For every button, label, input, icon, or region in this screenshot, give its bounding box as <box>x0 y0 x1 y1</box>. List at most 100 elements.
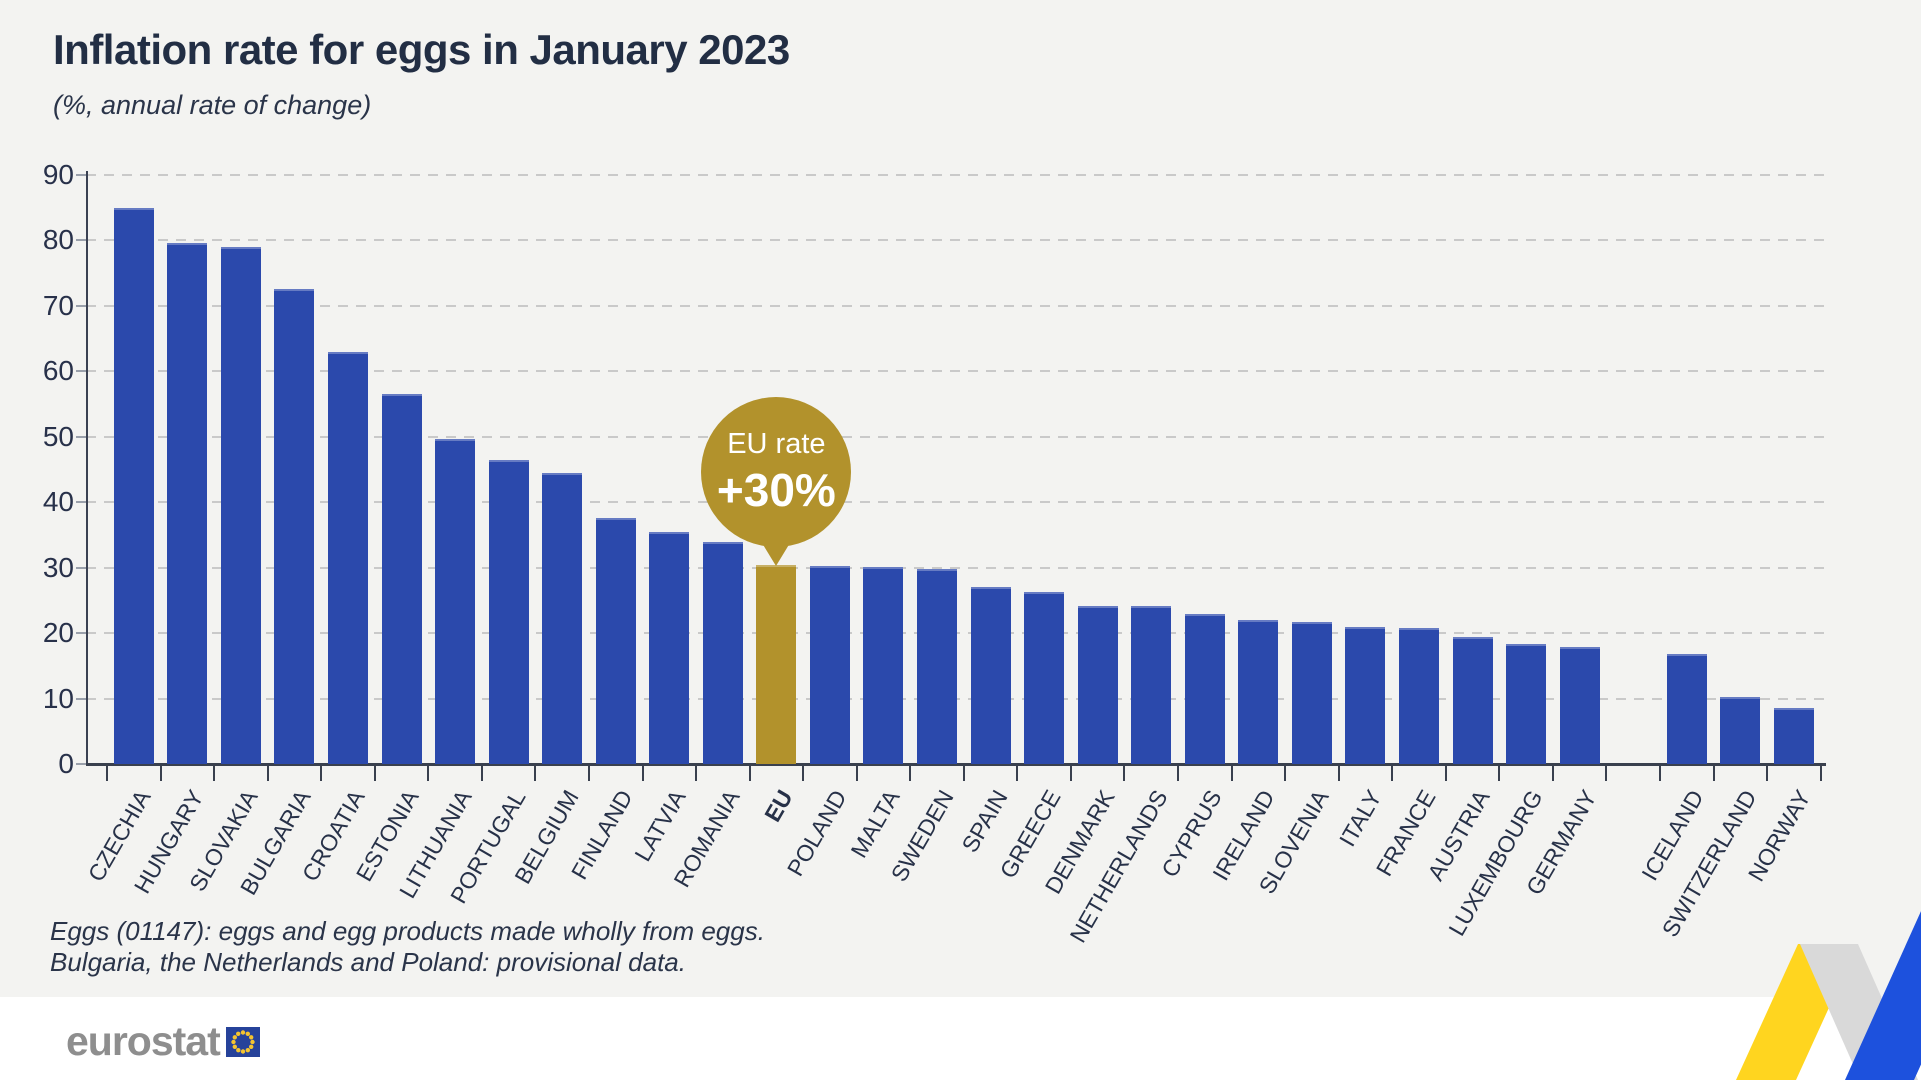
y-axis-label-30: 30 <box>42 551 74 583</box>
x-axis-tick-23 <box>1337 766 1340 781</box>
bar-luxembourg <box>1506 644 1547 764</box>
bar-austria <box>1452 637 1493 764</box>
gridline-40 <box>86 501 1826 504</box>
gridline-60 <box>86 370 1826 373</box>
bar-estonia <box>381 393 422 764</box>
footer-strip <box>0 997 1921 1080</box>
bar-latvia <box>649 531 690 764</box>
x-axis-tick-6 <box>427 766 430 781</box>
eu-rate-callout-pointer <box>759 538 794 567</box>
y-axis-label-90: 90 <box>42 159 74 190</box>
eu-rate-callout: EU rate +30% <box>701 397 852 548</box>
x-axis-tick-24 <box>1391 766 1394 781</box>
y-axis-line <box>86 171 88 764</box>
x-axis-tick-20 <box>1177 766 1179 781</box>
y-axis-tick-10 <box>76 697 86 700</box>
x-axis-label-germany: GERMANY <box>1520 785 1602 900</box>
bar-ireland <box>1238 620 1279 764</box>
x-axis-tick-4 <box>320 766 323 781</box>
y-axis-tick-0 <box>76 763 86 765</box>
x-axis-label-italy: ITALY <box>1334 785 1388 851</box>
bar-germany <box>1559 646 1600 764</box>
x-axis-tick-31 <box>1766 766 1769 781</box>
eu-flag-icon <box>225 1026 260 1057</box>
x-axis-tick-5 <box>373 766 376 781</box>
y-axis-label-0: 0 <box>58 748 74 779</box>
x-axis-tick-26 <box>1498 766 1501 781</box>
bar-greece <box>1024 591 1065 764</box>
x-axis-tick-22 <box>1284 766 1287 781</box>
gridline-50 <box>86 435 1826 438</box>
y-axis-tick-20 <box>76 632 86 635</box>
y-axis-label-20: 20 <box>42 617 74 649</box>
bar-italy <box>1345 627 1386 764</box>
gridline-80 <box>86 239 1826 242</box>
y-axis-tick-80 <box>76 239 86 242</box>
x-axis-tick-27 <box>1551 766 1554 781</box>
y-axis-label-80: 80 <box>42 224 74 256</box>
bar-lithuania <box>435 439 476 764</box>
x-axis-tick-15 <box>909 766 912 781</box>
bar-sweden <box>917 568 958 764</box>
y-axis-tick-30 <box>76 566 86 569</box>
eurostat-logo-text: eurostat <box>66 1018 221 1064</box>
y-axis-label-60: 60 <box>42 355 74 387</box>
bar-denmark <box>1077 605 1118 764</box>
bar-switzerland <box>1720 697 1761 764</box>
x-axis-tick-9 <box>587 766 590 781</box>
x-axis-tick-7 <box>480 766 483 781</box>
footnote-line-2: Bulgaria, the Netherlands and Poland: pr… <box>50 947 686 977</box>
x-axis-tick-30 <box>1712 766 1715 781</box>
x-axis-tick-28 <box>1605 766 1608 781</box>
x-axis-tick-17 <box>1016 766 1019 781</box>
y-axis-label-10: 10 <box>42 682 74 714</box>
y-axis-tick-50 <box>76 435 86 438</box>
y-axis-tick-60 <box>76 370 86 373</box>
eu-rate-callout-value: +30% <box>716 463 836 516</box>
bar-malta <box>863 567 904 764</box>
eu-rate-callout-label: EU rate <box>727 427 826 460</box>
y-axis-tick-70 <box>76 304 86 307</box>
x-axis-tick-10 <box>641 766 644 781</box>
x-axis-tick-1 <box>159 766 162 781</box>
eurostat-logo: eurostat <box>66 1018 260 1065</box>
bar-france <box>1398 627 1439 764</box>
bar-portugal <box>488 460 529 764</box>
bar-slovakia <box>220 246 261 764</box>
x-axis-tick-16 <box>962 766 965 781</box>
gridline-70 <box>86 304 1826 307</box>
bar-norway <box>1773 707 1814 764</box>
x-axis-tick-19 <box>1123 766 1126 781</box>
bar-hungary <box>167 243 208 764</box>
x-axis-tick-3 <box>266 766 269 781</box>
x-axis-line <box>86 763 1826 766</box>
bar-netherlands <box>1131 606 1172 764</box>
bar-cyprus <box>1184 614 1225 764</box>
x-axis-tick-13 <box>802 766 805 781</box>
x-axis-label-norway: NORWAY <box>1742 785 1816 886</box>
footnotes: Eggs (01147): eggs and egg products made… <box>50 916 765 978</box>
bar-croatia <box>327 351 368 764</box>
x-axis-tick-8 <box>534 766 537 781</box>
bar-iceland <box>1666 654 1707 764</box>
bar-romania <box>702 542 743 764</box>
gridline-30 <box>86 566 1826 569</box>
bar-finland <box>595 517 636 764</box>
x-axis-tick-11 <box>695 766 698 781</box>
y-axis-tick-40 <box>76 501 86 504</box>
bar-poland <box>809 566 850 764</box>
bar-czechia <box>113 207 154 764</box>
bar-belgium <box>542 472 583 764</box>
y-axis-label-70: 70 <box>42 289 74 321</box>
x-axis-tick-29 <box>1658 766 1661 781</box>
bar-bulgaria <box>274 288 315 764</box>
x-axis-tick-32 <box>1819 766 1822 781</box>
y-axis-label-40: 40 <box>42 486 74 518</box>
x-axis-label-sweden: SWEDEN <box>885 785 959 886</box>
x-axis-tick-2 <box>213 766 216 781</box>
gridline-90 <box>86 174 1826 176</box>
y-axis-label-50: 50 <box>42 420 74 452</box>
page-title: Inflation rate for eggs in January 2023 <box>53 26 790 73</box>
bar-spain <box>970 586 1011 764</box>
